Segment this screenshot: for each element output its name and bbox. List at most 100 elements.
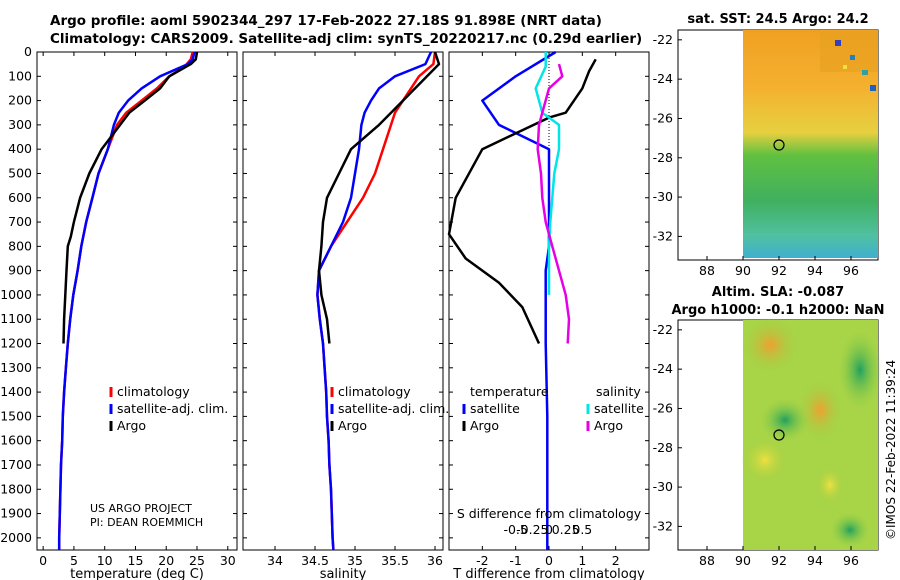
- sst-warm-patch: [820, 32, 878, 72]
- depth-tick-label: 900: [8, 263, 32, 278]
- sla-high-blob: [742, 317, 798, 373]
- lon-tick-label: 96: [843, 553, 859, 568]
- x-tick-label: 10: [97, 553, 113, 568]
- s-tick-label: -0.5: [503, 522, 527, 537]
- depth-tick-label: 700: [8, 214, 32, 229]
- x-tick-label: 5: [70, 553, 78, 568]
- s-tick-label: 0: [545, 522, 553, 537]
- x-tick-label: 15: [128, 553, 144, 568]
- lon-tick-label: 88: [699, 553, 715, 568]
- x-tick-label: 34: [267, 553, 283, 568]
- difference-panel: -2 -1 0 1 2T difference from climatology S di…: [447, 50, 650, 580]
- plot-frame: [448, 51, 650, 551]
- x-axis-label: temperature (deg C): [70, 567, 204, 580]
- x-tick-label: 0: [545, 553, 553, 568]
- lat-tick-label: -30: [653, 479, 673, 494]
- x-tick-label: 20: [158, 553, 174, 568]
- lat-tick-label: -30: [653, 189, 673, 204]
- lat-tick-label: -22: [653, 32, 673, 47]
- sla-map-title-2: Argo h1000: -0.1 h2000: NaN: [671, 303, 884, 318]
- salinity-argo-line: [317, 51, 441, 344]
- s-tick-label: 0.5: [572, 522, 592, 537]
- plot-frame: [36, 51, 238, 551]
- temperature-argo-diff-line: [447, 58, 597, 345]
- lat-tick-label: -24: [653, 71, 673, 86]
- temperature-panel: 0100200300400500600700800900100011001200…: [0, 44, 238, 580]
- legend-salinity-title: salinity: [596, 384, 641, 399]
- legend-satellite-adj-label: satellite-adj. clim.: [338, 401, 449, 416]
- legend-s-satellite-label: satellite: [594, 401, 644, 416]
- salinity-panel: 34 34.5 35 35.5 36 salinity climatology satelli…: [242, 51, 449, 580]
- sst-map-title: sat. SST: 24.5 Argo: 24.2: [687, 12, 868, 27]
- credit-project: US ARGO PROJECT: [90, 502, 192, 515]
- legend-climatology-label: climatology: [338, 384, 411, 399]
- s-tick-label: 0.25: [552, 522, 580, 537]
- figure-title-line-2: Climatology: CARS2009. Satellite-adj cli…: [50, 31, 643, 47]
- sst-noisy-pixel: [862, 70, 868, 75]
- s-axis-label: S difference from climatology: [457, 506, 642, 521]
- lat-tick-label: -26: [653, 400, 673, 415]
- depth-tick-label: 500: [8, 165, 32, 180]
- legend-t-satellite-label: satellite: [470, 401, 520, 416]
- x-tick-label: 2: [612, 553, 620, 568]
- x-tick-label: -2: [476, 553, 488, 568]
- x-tick-label: 35: [347, 553, 363, 568]
- depth-tick-label: 1900: [0, 506, 32, 521]
- x-axis-label: salinity: [320, 567, 367, 580]
- lon-tick-label: 92: [771, 553, 787, 568]
- lat-tick-label: -28: [653, 150, 673, 165]
- depth-tick-label: 1800: [0, 481, 32, 496]
- sla-map-title-1: Altim. SLA: -0.087: [712, 285, 844, 300]
- depth-tick-label: 1200: [0, 336, 32, 351]
- x-tick-label: 0: [39, 553, 47, 568]
- lon-tick-label: 90: [735, 263, 751, 278]
- legend-temperature-title: temperature: [470, 384, 549, 399]
- lon-tick-label: 90: [735, 553, 751, 568]
- figure-title-line-1: Argo profile: aoml 5902344_297 17-Feb-20…: [50, 13, 602, 29]
- x-tick-label: 35.5: [381, 553, 409, 568]
- legend-argo-label: Argo: [117, 418, 146, 433]
- sla-map-axes: 88 90 92 94 96 -22 -24 -26 -28 -30 -32: [653, 322, 859, 568]
- lon-tick-label: 92: [771, 263, 787, 278]
- depth-tick-label: 800: [8, 238, 32, 253]
- sst-noisy-pixel: [870, 85, 876, 91]
- lon-tick-label: 96: [843, 263, 859, 278]
- temperature-argo-line: [62, 51, 199, 344]
- sla-high-blob: [741, 436, 789, 484]
- sst-noisy-pixel: [843, 65, 847, 69]
- lat-tick-label: -32: [653, 518, 673, 533]
- legend-climatology-label: climatology: [117, 384, 190, 399]
- lat-tick-label: -22: [653, 322, 673, 337]
- lat-tick-label: -26: [653, 110, 673, 125]
- salinity-argo-diff-line: [536, 63, 571, 344]
- sla-low-blob: [838, 330, 882, 410]
- depth-tick-label: 1100: [0, 311, 32, 326]
- lon-tick-label: 88: [699, 263, 715, 278]
- depth-tick-label: 100: [8, 68, 32, 83]
- depth-tick-label: 1000: [0, 287, 32, 302]
- x-tick-label: -1: [509, 553, 521, 568]
- depth-tick-label: 1600: [0, 433, 32, 448]
- legend-argo-label: Argo: [338, 418, 367, 433]
- depth-tick-label: 300: [8, 117, 32, 132]
- depth-tick-label: 400: [8, 141, 32, 156]
- legend-satellite-adj-label: satellite-adj. clim.: [117, 401, 228, 416]
- sst-map: sat. SST: 24.5 Argo: 24.2 88 90 92 94 96 -22 -…: [653, 12, 879, 278]
- sla-map: Altim. SLA: -0.087 Argo h1000: -0.1 h200…: [653, 285, 885, 568]
- lon-tick-label: 94: [807, 553, 823, 568]
- x-tick-label: 30: [220, 553, 236, 568]
- plot-frame: [242, 51, 444, 551]
- depth-tick-label: 200: [8, 93, 32, 108]
- lat-tick-label: -24: [653, 361, 673, 376]
- lon-tick-label: 94: [807, 263, 823, 278]
- lat-tick-label: -28: [653, 440, 673, 455]
- sst-noisy-pixel: [850, 55, 855, 60]
- depth-tick-label: 2000: [0, 530, 32, 545]
- sla-low-blob: [830, 512, 870, 548]
- x-tick-label: 34.5: [301, 553, 329, 568]
- sla-high-blob: [815, 465, 845, 505]
- legend-t-argo-label: Argo: [470, 418, 499, 433]
- x-axis-label: T difference from climatology: [452, 567, 645, 580]
- credit-pi: PI: DEAN ROEMMICH: [90, 516, 203, 529]
